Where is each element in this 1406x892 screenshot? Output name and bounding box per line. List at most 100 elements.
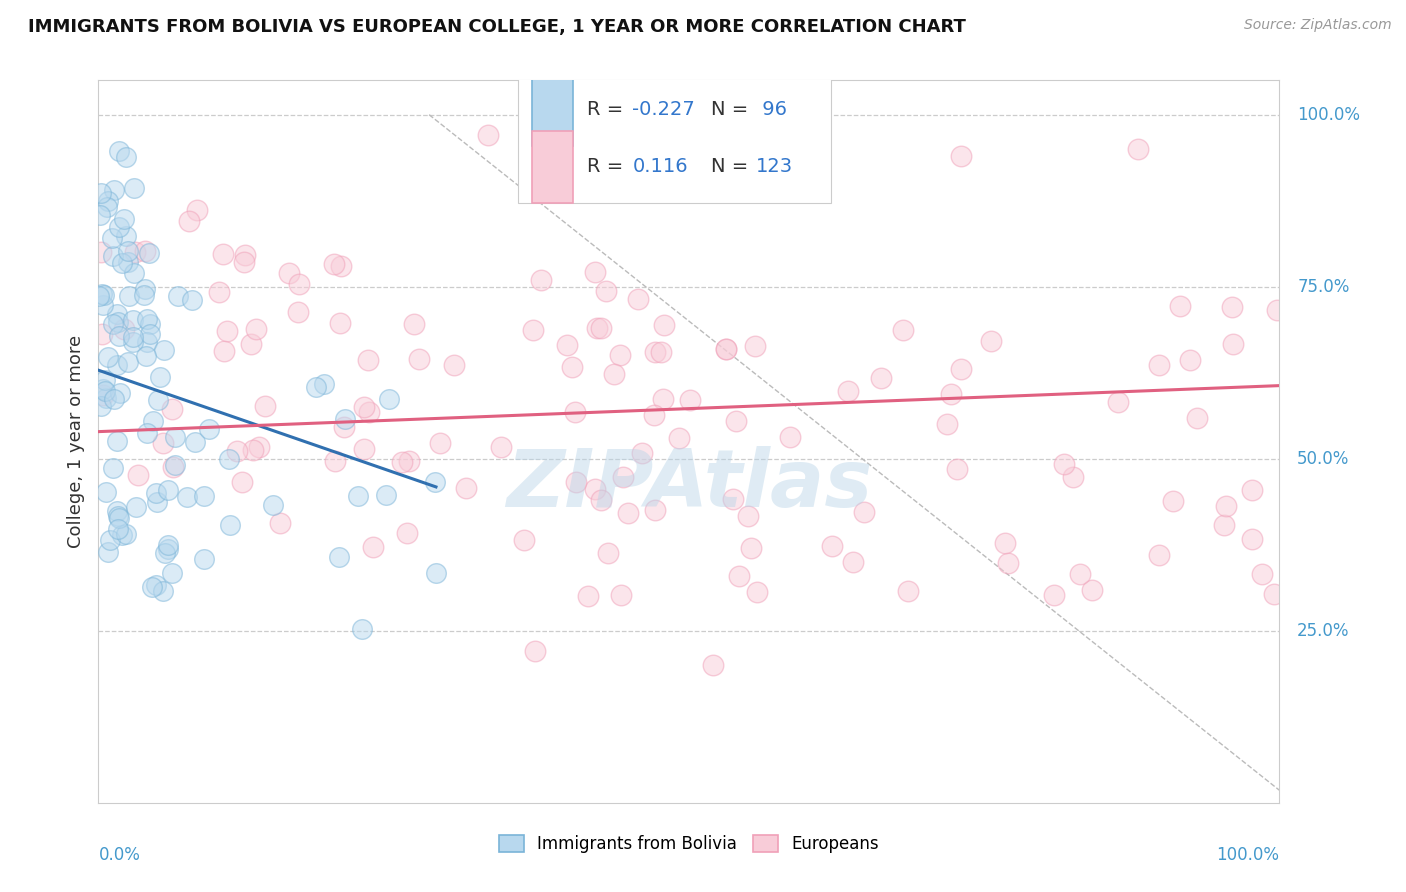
Point [193,490,215,504]
Point [103,317,125,331]
Point [96,485,118,500]
Y-axis label: College, 1 year or more: College, 1 year or more [66,335,84,548]
Point [177,214,200,228]
Point [193,551,215,566]
Legend: Immigrants from Bolivia, Europeans: Immigrants from Bolivia, Europeans [492,828,886,860]
Point [522,323,544,337]
Point [115,150,138,164]
Point [679,392,702,407]
Point [744,339,766,353]
Point [740,541,762,556]
Point [124,244,146,259]
Point [152,583,174,598]
Point [197,422,219,436]
Point [90,399,112,413]
Point [456,481,478,495]
Point [363,540,385,554]
Point [512,533,534,547]
Point [107,328,129,343]
Point [1241,483,1264,498]
Point [148,393,170,408]
Point [423,475,446,489]
Point [242,442,264,457]
Point [322,257,344,271]
Point [132,288,155,302]
Point [489,440,512,454]
Point [644,502,666,516]
Point [347,490,370,504]
Point [91,327,114,342]
Point [1215,500,1237,514]
Point [378,392,401,407]
Point [166,289,188,303]
Point [94,384,117,398]
Point [278,266,301,280]
Point [328,549,350,564]
Point [152,435,174,450]
Point [122,180,145,194]
Point [138,245,160,260]
Point [162,401,184,416]
FancyBboxPatch shape [531,73,574,145]
Text: IMMIGRANTS FROM BOLIVIA VS EUROPEAN COLLEGE, 1 YEAR OR MORE CORRELATION CHART: IMMIGRANTS FROM BOLIVIA VS EUROPEAN COLL… [28,18,966,36]
Point [121,335,143,350]
Point [145,486,167,500]
Point [122,266,145,280]
Point [93,288,115,302]
Point [1147,548,1170,562]
Point [330,260,353,274]
Point [121,313,143,327]
Point [524,644,547,658]
Point [723,491,745,506]
Point [589,320,612,334]
Point [1107,394,1129,409]
Point [357,404,380,418]
Point [610,588,633,602]
Point [583,482,606,496]
Text: R =: R = [588,157,630,177]
Point [207,285,229,300]
Point [1062,470,1084,484]
Point [134,244,156,259]
Point [1043,588,1066,602]
Point [994,535,1017,549]
Point [142,414,165,428]
Point [231,475,253,490]
Point [160,566,183,581]
Point [254,399,277,413]
Text: 0.116: 0.116 [633,157,688,177]
Point [149,370,172,384]
Text: N =: N = [711,157,755,177]
Point [333,420,356,434]
Point [287,305,309,319]
Point [391,454,413,468]
Point [139,327,162,342]
Text: ZIPAtlas: ZIPAtlas [506,446,872,524]
Point [350,622,373,636]
Point [107,522,129,536]
Point [404,317,426,331]
Text: -0.227: -0.227 [633,100,695,119]
Text: 123: 123 [756,157,793,177]
Point [997,556,1019,570]
Point [398,454,420,468]
Point [87,289,110,303]
Text: N =: N = [711,100,755,119]
Point [97,194,120,208]
Point [101,230,124,244]
Point [443,359,465,373]
Point [225,443,247,458]
Point [262,499,284,513]
Point [652,318,675,332]
Point [821,539,844,553]
Text: 100.0%: 100.0% [1298,105,1360,124]
Point [105,307,128,321]
Point [239,337,262,351]
Point [946,462,969,476]
Point [135,349,157,363]
Point [146,495,169,509]
Text: 100.0%: 100.0% [1216,847,1279,864]
Point [408,352,430,367]
Point [714,342,737,356]
Point [217,324,239,338]
